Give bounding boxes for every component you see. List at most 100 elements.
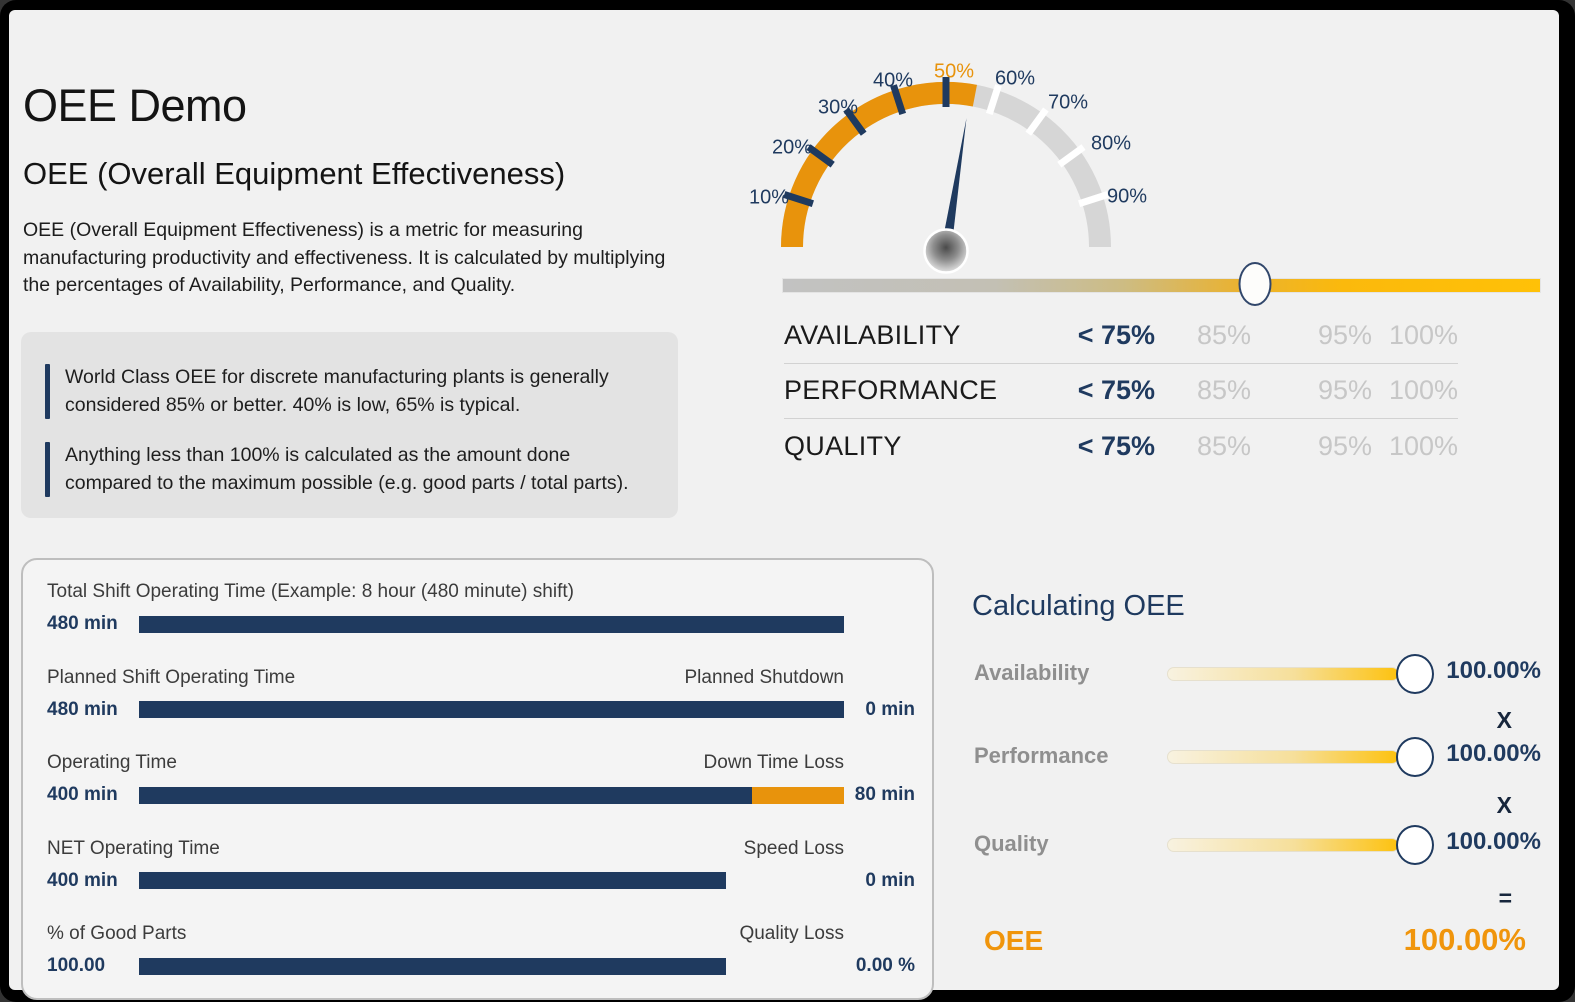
oee-percent-slider-track[interactable] [782, 278, 1541, 293]
bar-value: 400 min [47, 869, 118, 891]
gauge-tick-label: 10% [748, 186, 790, 209]
availability-slider-track[interactable] [1167, 667, 1399, 681]
quality-label: Quality [974, 831, 1049, 856]
threshold-current-value: < 75% [1077, 375, 1155, 406]
calculating-oee-panel: Calculating OEE Availability 100.00% X P… [954, 570, 1554, 990]
gauge-tick-label: 30% [817, 96, 859, 119]
gauge-tick-label: 60% [994, 67, 1036, 90]
availability-row: Availability 100.00% [954, 652, 1554, 696]
bar-fill [139, 701, 844, 718]
notes-box: World Class OEE for discrete manufacturi… [21, 332, 678, 518]
bar-row-total-shift: Total Shift Operating Time (Example: 8 h… [47, 580, 915, 666]
oee-result-value: 100.00% [1403, 922, 1526, 957]
note-item: World Class OEE for discrete manufacturi… [45, 364, 658, 419]
gauge-tick-label: 90% [1106, 185, 1148, 208]
bar-loss-label: Speed Loss [743, 837, 844, 859]
bar-track [139, 872, 844, 889]
bar-track [139, 957, 844, 975]
bar-row-net-operating-time: NET Operating Time Speed Loss 400 min 0 … [47, 837, 915, 923]
threshold-level: 100% [1388, 430, 1458, 461]
performance-row: Performance 100.00% [954, 735, 1554, 779]
threshold-table: AVAILABILITY < 75% 85% 95% 100% PERFORMA… [784, 308, 1458, 474]
bar-row-operating-time: Operating Time Down Time Loss 400 min 80… [47, 751, 915, 837]
gauge-needle [940, 118, 967, 251]
gauge-tick-label: 40% [872, 69, 914, 92]
bar-fill [139, 786, 753, 804]
page-title: OEE Demo [23, 80, 247, 131]
availability-slider-thumb[interactable] [1396, 654, 1434, 694]
bar-value: 480 min [47, 698, 118, 720]
gauge-tick-label-highlighted: 50% [933, 60, 975, 83]
bar-label: % of Good Parts [47, 923, 187, 944]
threshold-level: 100% [1388, 375, 1458, 406]
quality-slider-thumb[interactable] [1396, 825, 1434, 865]
oee-percent-slider[interactable] [782, 260, 1541, 306]
report-canvas: OEE Demo OEE (Overall Equipment Effectiv… [9, 10, 1559, 1000]
time-breakdown-panel: Total Shift Operating Time (Example: 8 h… [21, 558, 934, 1000]
bar-loss-value: 80 min [854, 784, 915, 805]
multiply-operator: X [1496, 707, 1512, 733]
table-row: AVAILABILITY < 75% 85% 95% 100% [784, 308, 1458, 364]
equals-operator: = [1498, 885, 1512, 911]
threshold-level: 95% [1317, 375, 1372, 406]
threshold-level: 100% [1388, 319, 1458, 350]
bar-row-planned-shift: Planned Shift Operating Time Planned Shu… [47, 666, 915, 752]
bar-loss-value: 0.00 % [855, 955, 915, 976]
bar-fill [139, 872, 727, 889]
oee-percent-slider-thumb[interactable] [1238, 262, 1272, 306]
threshold-row-label: PERFORMANCE [784, 375, 998, 406]
gauge-tick-label: 70% [1047, 91, 1089, 114]
gauge-arc [781, 77, 1111, 274]
page-description: OEE (Overall Equipment Effectiveness) is… [23, 219, 666, 296]
availability-value: 100.00% [1446, 657, 1541, 684]
note-accent-bar [45, 364, 50, 419]
bar-row-good-parts: % of Good Parts Quality Loss 100.00 0.00… [47, 922, 915, 1002]
threshold-row-label: QUALITY [784, 430, 902, 461]
threshold-level: 95% [1317, 319, 1372, 350]
bar-loss-value: 0 min [865, 698, 915, 720]
quality-row: Quality 100.00% [954, 823, 1554, 867]
bar-value: 100.00 [47, 955, 106, 976]
threshold-level: 85% [1196, 375, 1251, 406]
bar-value: 480 min [47, 613, 118, 634]
performance-slider-track[interactable] [1167, 750, 1399, 764]
gauge-tick-label: 20% [771, 136, 813, 159]
threshold-level: 85% [1196, 319, 1251, 350]
performance-value: 100.00% [1446, 740, 1541, 767]
table-row: PERFORMANCE < 75% 85% 95% 100% [784, 364, 1458, 419]
note-accent-bar [45, 442, 50, 497]
bar-label: Total Shift Operating Time (Example: 8 h… [47, 581, 574, 602]
quality-slider[interactable] [1167, 825, 1434, 865]
table-row: QUALITY < 75% 85% 95% 100% [784, 419, 1458, 474]
performance-label: Performance [974, 743, 1109, 768]
threshold-level: 95% [1317, 430, 1372, 461]
availability-slider[interactable] [1167, 654, 1434, 694]
intro-section: OEE Demo OEE (Overall Equipment Effectiv… [23, 80, 695, 300]
oee-result-label: OEE [984, 925, 1044, 956]
bar-loss-label: Quality Loss [739, 923, 844, 944]
calc-panel-title: Calculating OEE [972, 590, 1185, 622]
bar-label: NET Operating Time [47, 837, 220, 859]
performance-slider[interactable] [1167, 737, 1434, 777]
bar-loss-label: Planned Shutdown [684, 666, 844, 688]
quality-value: 100.00% [1446, 828, 1541, 855]
page-subtitle: OEE (Overall Equipment Effectiveness) [23, 156, 566, 191]
bar-label: Operating Time [47, 752, 177, 773]
bar-loss-fill [752, 786, 844, 804]
threshold-current-value: < 75% [1077, 430, 1155, 461]
bar-loss-label: Down Time Loss [703, 752, 844, 773]
quality-slider-track[interactable] [1167, 838, 1399, 852]
bar-loss-value: 0 min [865, 869, 915, 891]
gauge-hub [923, 228, 969, 274]
note-text: Anything less than 100% is calculated as… [65, 444, 629, 494]
bar-track [139, 786, 844, 804]
threshold-row-label: AVAILABILITY [784, 319, 961, 350]
bar-fill [139, 957, 727, 975]
threshold-current-value: < 75% [1077, 319, 1155, 350]
performance-slider-thumb[interactable] [1396, 737, 1434, 777]
gauge-tick-label: 80% [1090, 132, 1132, 155]
bar-track [139, 701, 844, 718]
oee-gauge: 10% 20% 30% 40% 50% 60% 70% 80% 90% [749, 50, 1154, 274]
note-text: World Class OEE for discrete manufacturi… [65, 366, 609, 416]
